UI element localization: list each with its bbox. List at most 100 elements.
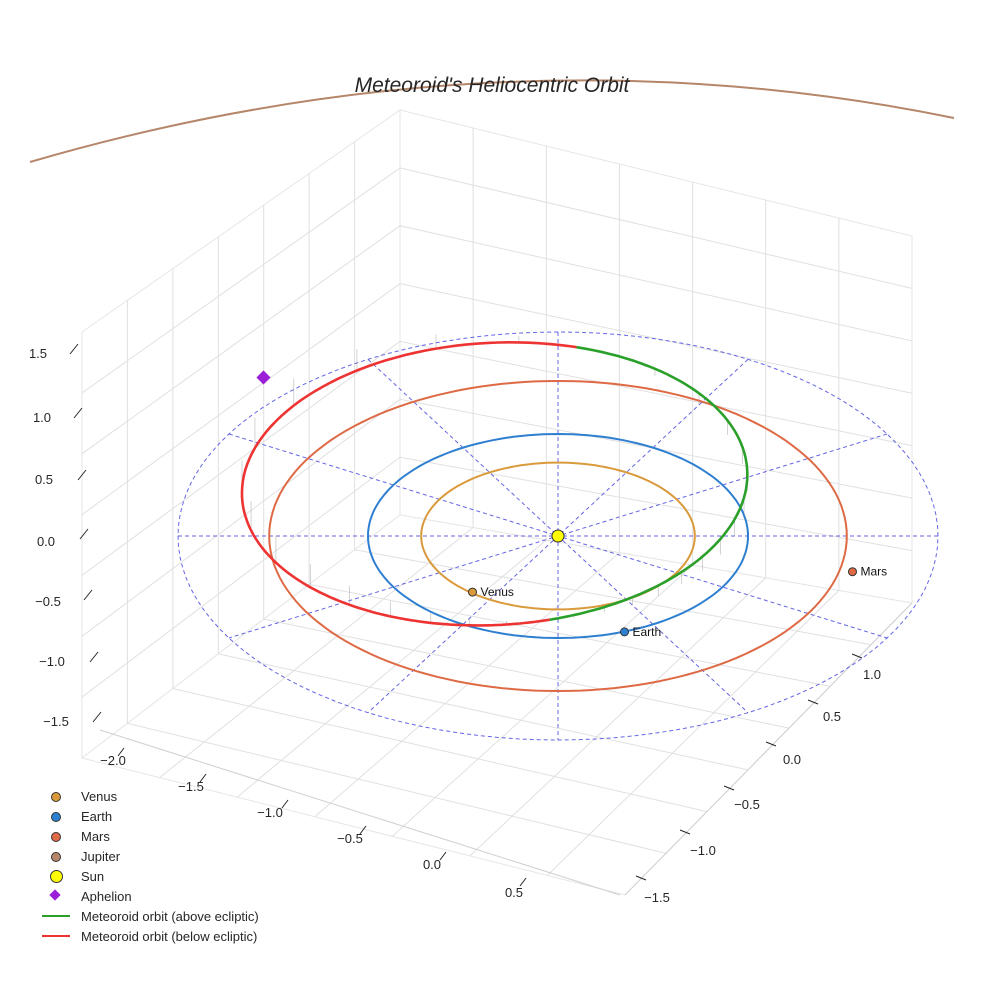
- x-tick-mark: [359, 825, 367, 835]
- grid-line-x: [308, 173, 831, 687]
- y-tick-mark: [807, 699, 819, 705]
- x-tick-mark: [117, 747, 125, 757]
- earth-marker-icon: [40, 806, 72, 826]
- z-tick-mark: [79, 528, 89, 540]
- y-tick-label: 0.0: [783, 752, 801, 767]
- grid-line-z: [81, 398, 913, 637]
- meteoroid-orbit: [240, 340, 749, 627]
- grid-line-z: [81, 283, 913, 516]
- grid-line-x: [263, 205, 790, 729]
- venus-label: Venus: [481, 585, 514, 599]
- grid-line-y: [314, 164, 620, 818]
- grid-line-y: [236, 146, 547, 798]
- mars-marker: [848, 567, 857, 577]
- x-tick-label: −1.0: [257, 805, 283, 820]
- legend-item-sun: Sun: [40, 866, 259, 886]
- venus-swatch: [51, 792, 61, 802]
- venus-marker-icon: [40, 786, 72, 806]
- y-tick-mark: [851, 653, 863, 659]
- mars-orbit: [268, 379, 848, 693]
- legend-label-venus: Venus: [81, 788, 118, 804]
- orbit-below-swatch: [42, 935, 70, 937]
- jupiter-marker-icon: [40, 846, 72, 866]
- jupiter-orbit-arc: [29, 79, 955, 163]
- sun-swatch: [50, 870, 63, 883]
- x-axis-line: [99, 729, 621, 896]
- x-tick-mark: [199, 773, 207, 783]
- y-tick-mark: [723, 785, 735, 791]
- y-tick-label: 0.5: [823, 709, 841, 724]
- legend-label-sun: Sun: [81, 868, 105, 884]
- z-tick-label: −0.5: [35, 594, 61, 609]
- z-tick-label: 0.0: [37, 534, 55, 549]
- legend-item-venus: Venus: [40, 786, 259, 806]
- green-line-icon: [40, 906, 72, 926]
- legend-item-orbit-below: Meteoroid orbit (below ecliptic): [40, 926, 259, 946]
- legend-label-orbit-below: Meteoroid orbit (below ecliptic): [81, 928, 258, 944]
- y-tick-mark: [635, 875, 647, 881]
- y-tick-mark: [765, 741, 777, 747]
- sun-marker: [551, 529, 565, 543]
- mars-label: Mars: [861, 565, 888, 579]
- mars-marker-icon: [40, 826, 72, 846]
- legend-item-earth: Earth: [40, 806, 259, 826]
- legend-item-jupiter: Jupiter: [40, 846, 259, 866]
- x-tick-label: 0.0: [423, 857, 441, 872]
- orbit-below-ecliptic: [240, 340, 577, 627]
- grid-line-y: [469, 200, 767, 857]
- z-tick-mark: [92, 711, 102, 723]
- legend-label-aphelion: Aphelion: [81, 888, 132, 904]
- grid-line-y: [547, 218, 840, 876]
- chart-title: Meteoroid's Heliocentric Orbit: [354, 74, 630, 97]
- x-tick-mark: [519, 877, 527, 887]
- z-tick-mark: [89, 651, 99, 663]
- y-tick-mark: [679, 829, 691, 835]
- grid-line-z: [81, 340, 913, 576]
- z-tick-mark: [83, 589, 93, 601]
- z-tick-mark: [73, 407, 83, 419]
- legend-label-jupiter: Jupiter: [81, 848, 121, 864]
- z-tick-label: −1.5: [43, 714, 69, 729]
- orbit-above-ecliptic: [576, 345, 749, 599]
- body-markers: Venus Earth Mars: [256, 370, 888, 639]
- z-tick-label: −1.0: [39, 654, 65, 669]
- earth-marker: [620, 627, 629, 637]
- venus-marker: [468, 587, 477, 597]
- z-tick-label: 1.5: [29, 346, 47, 361]
- orbit-above-swatch: [42, 915, 70, 917]
- x-tick-label: −2.0: [100, 753, 126, 768]
- z-tick-mark: [77, 469, 87, 481]
- orbit-above-ecliptic: [549, 595, 633, 621]
- grid-line-x: [354, 141, 872, 646]
- legend-label-mars: Mars: [81, 828, 110, 844]
- earth-label: Earth: [633, 625, 662, 639]
- x-tick-mark: [281, 799, 289, 809]
- x-tick-label: 0.5: [505, 885, 523, 900]
- sun-marker-icon: [40, 866, 72, 886]
- grid-line-z: [81, 167, 913, 394]
- x-tick-label: −0.5: [337, 831, 363, 846]
- x-tick-mark: [439, 851, 447, 861]
- grid-line-z: [81, 225, 913, 455]
- earth-swatch: [51, 812, 61, 822]
- legend-label-earth: Earth: [81, 808, 113, 824]
- legend: Venus Earth Mars Jupiter Sun Aphelion Me…: [40, 786, 259, 946]
- mars-swatch: [51, 832, 61, 842]
- red-line-icon: [40, 926, 72, 946]
- legend-item-orbit-above: Meteoroid orbit (above ecliptic): [40, 906, 259, 926]
- earth-orbit: [366, 432, 749, 640]
- grid-line-z: [81, 456, 913, 698]
- z-tick-label: 0.5: [35, 472, 53, 487]
- y-tick-label: 1.0: [863, 667, 881, 682]
- grid-line-x: [172, 268, 708, 813]
- y-tick-label: −0.5: [734, 797, 760, 812]
- diamond-icon: [40, 886, 72, 906]
- aphelion-swatch: [49, 889, 61, 901]
- z-tick-label: 1.0: [33, 410, 51, 425]
- legend-item-aphelion: Aphelion: [40, 886, 259, 906]
- y-tick-label: −1.0: [690, 843, 716, 858]
- legend-label-orbit-above: Meteoroid orbit (above ecliptic): [81, 908, 259, 924]
- grid-line-y: [159, 128, 474, 778]
- jupiter-swatch: [51, 852, 61, 862]
